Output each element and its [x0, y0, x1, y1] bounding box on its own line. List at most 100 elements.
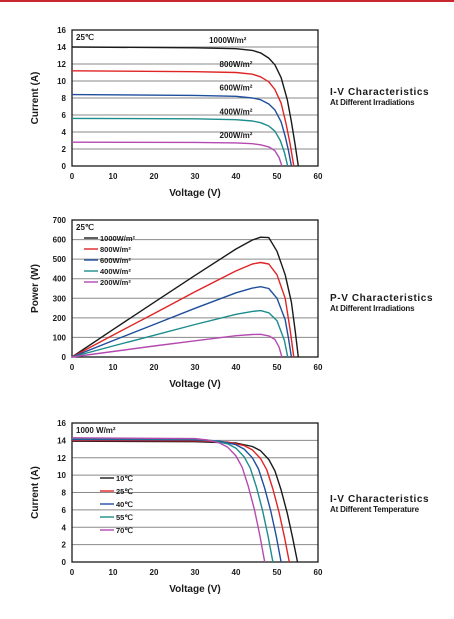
caption-line2: At Different Irradiations: [330, 304, 415, 313]
series-line-600w-m: [71, 93, 293, 167]
y-tick-label: 0: [62, 558, 67, 567]
y-tick-label: 8: [62, 94, 67, 103]
iv-irradiation-panel: 0 2 4 6 8 10 12 14 16 0 10 20 30 40 50 60 Voltage (V) Cur…: [0, 14, 454, 204]
x-tick-label: 10: [109, 172, 118, 181]
legend-label: 200W/m²: [100, 278, 131, 287]
pv-irradiation-caption: P-V Characteristics At Different Irradia…: [330, 293, 454, 314]
chart-annotation: 1000 W/m²: [76, 426, 116, 435]
x-axis-label: Voltage (V): [169, 379, 220, 390]
y-tick-label: 0: [62, 353, 67, 362]
iv-temperature-chart: 0 2 4 6 8 10 12 14 16 0 10 20 30 40 50 60 Voltage (V) Cur…: [30, 419, 323, 595]
y-tick-label: 14: [57, 436, 66, 445]
x-tick-label: 40: [232, 568, 241, 577]
y-tick-label: 4: [62, 128, 67, 137]
caption-line1: P-V Characteristics: [330, 293, 434, 304]
y-tick-label: 6: [62, 506, 67, 515]
legend-label: 40℃: [116, 500, 133, 509]
series-line-1000w-m: [71, 46, 299, 167]
y-axis-label: Current (A): [30, 72, 41, 125]
y-tick-label: 16: [57, 419, 66, 428]
series-line-400w-m: [71, 117, 289, 167]
x-axis-label: Voltage (V): [169, 188, 220, 199]
legend-label: 600W/m²: [100, 256, 131, 265]
iv-temperature-caption: I-V Characteristics At Different Tempera…: [330, 494, 454, 515]
x-tick-label: 20: [150, 568, 159, 577]
legend-label: 1000W/m²: [100, 234, 136, 243]
y-tick-label: 2: [62, 145, 67, 154]
legend-label: 55℃: [116, 513, 133, 522]
legend-label: 10℃: [116, 474, 133, 483]
x-tick-label: 30: [191, 172, 200, 181]
y-tick-label: 10: [57, 77, 66, 86]
series-line-800w-m: [71, 261, 295, 358]
y-tick-label: 100: [53, 333, 67, 342]
series-line-55: [71, 437, 274, 563]
x-tick-label: 60: [314, 363, 323, 372]
iv-irradiation-caption: I-V Characteristics At Different Irradia…: [330, 87, 454, 108]
caption-line1: I-V Characteristics: [330, 494, 430, 505]
series-label: 1000W/m²: [209, 36, 247, 45]
x-tick-label: 40: [232, 363, 241, 372]
legend-label: 800W/m²: [100, 245, 131, 254]
y-tick-label: 400: [53, 275, 67, 284]
series-label: 600W/m²: [220, 84, 253, 93]
y-tick-label: 12: [57, 60, 66, 69]
x-tick-label: 10: [109, 568, 118, 577]
series-line-600w-m: [71, 285, 293, 358]
legend-label: 70℃: [116, 526, 133, 535]
y-tick-label: 8: [62, 489, 67, 498]
y-tick-label: 14: [57, 43, 66, 52]
caption-line2: At Different Temperature: [330, 505, 419, 514]
plot-frame: [71, 219, 319, 358]
x-tick-label: 50: [273, 363, 282, 372]
x-tick-label: 20: [150, 172, 159, 181]
chart-annotation: 25℃: [76, 223, 94, 232]
series-line-10: [71, 440, 299, 563]
y-tick-label: 10: [57, 471, 66, 480]
y-tick-label: 4: [62, 523, 67, 532]
x-tick-label: 30: [191, 568, 200, 577]
series-line-400w-m: [71, 309, 289, 358]
y-axis-label: Power (W): [30, 264, 41, 313]
x-tick-label: 60: [314, 568, 323, 577]
plot-frame: [71, 29, 319, 167]
x-tick-label: 20: [150, 363, 159, 372]
y-tick-label: 6: [62, 111, 67, 120]
pv-irradiation-chart: 0 100 200 300 400 500 600 700 0 10 20 30 40 50 60 Volta…: [30, 216, 323, 390]
series-line-70: [71, 437, 266, 563]
y-tick-label: 0: [62, 162, 67, 171]
caption-line1: I-V Characteristics: [330, 87, 430, 98]
x-tick-label: 10: [109, 363, 118, 372]
top-accent-line: [0, 0, 454, 2]
y-tick-label: 700: [53, 216, 67, 225]
x-tick-label: 60: [314, 172, 323, 181]
series-line-1000w-m: [71, 236, 299, 358]
chart-annotation: 25℃: [76, 33, 94, 42]
plot-frame: [71, 422, 319, 563]
series-label: 800W/m²: [220, 60, 253, 69]
y-tick-label: 16: [57, 26, 66, 35]
series-line-200w-m: [71, 141, 283, 167]
iv-irradiation-chart: 0 2 4 6 8 10 12 14 16 0 10 20 30 40 50 60 Voltage (V) Cur…: [30, 26, 323, 199]
y-tick-label: 200: [53, 314, 67, 323]
series-line-25: [71, 439, 290, 563]
series-line-200w-m: [71, 333, 283, 358]
x-tick-label: 50: [273, 568, 282, 577]
iv-temperature-panel: 0 2 4 6 8 10 12 14 16 0 10 20 30 40 50 60 Voltage (V) Cur…: [0, 408, 454, 598]
x-tick-label: 0: [70, 172, 75, 181]
y-tick-label: 2: [62, 541, 67, 550]
series-label: 200W/m²: [220, 131, 253, 140]
x-tick-label: 30: [191, 363, 200, 372]
x-tick-label: 50: [273, 172, 282, 181]
y-tick-label: 500: [53, 255, 67, 264]
x-tick-label: 0: [70, 568, 75, 577]
x-axis-label: Voltage (V): [169, 584, 220, 595]
legend-label: 400W/m²: [100, 267, 131, 276]
series-line-800w-m: [71, 70, 295, 167]
y-tick-label: 600: [53, 236, 67, 245]
y-axis-label: Current (A): [30, 466, 41, 519]
series-label: 400W/m²: [220, 107, 253, 116]
caption-line2: At Different Irradiations: [330, 98, 415, 107]
legend-label: 25℃: [116, 487, 133, 496]
y-tick-label: 300: [53, 294, 67, 303]
